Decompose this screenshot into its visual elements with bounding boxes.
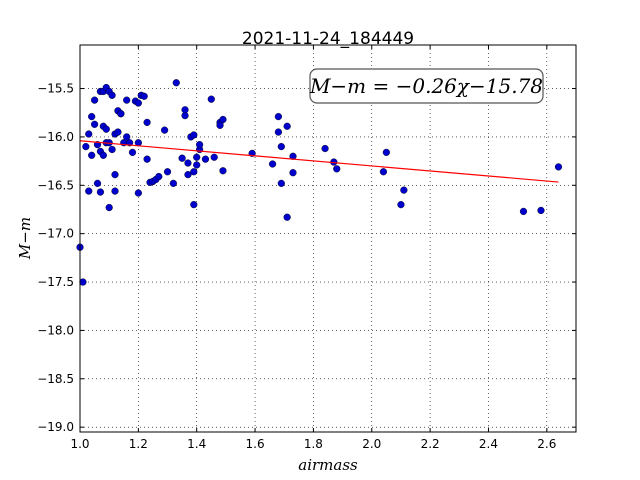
data-point bbox=[128, 148, 137, 156]
data-point bbox=[172, 79, 180, 87]
y-tick-label: −18.0 bbox=[37, 323, 74, 337]
data-point bbox=[161, 126, 169, 134]
data-point bbox=[123, 133, 131, 141]
data-point bbox=[210, 153, 218, 161]
data-point bbox=[193, 161, 201, 169]
x-tick-label: 2.0 bbox=[362, 437, 381, 451]
data-point bbox=[201, 155, 210, 163]
y-tick-label: −16.0 bbox=[37, 130, 74, 144]
data-point bbox=[289, 169, 297, 177]
x-tick-label: 1.6 bbox=[246, 437, 265, 451]
data-point bbox=[102, 125, 110, 133]
data-point bbox=[88, 112, 96, 121]
fit-equation: M−m = −0.26χ−15.78 bbox=[309, 74, 543, 98]
data-point bbox=[93, 179, 102, 187]
y-tick-label: −18.5 bbox=[37, 372, 74, 386]
data-point bbox=[79, 278, 87, 286]
x-tick-label: 1.0 bbox=[70, 437, 89, 451]
data-point bbox=[143, 118, 151, 127]
data-point bbox=[321, 144, 329, 153]
data-point bbox=[85, 130, 93, 138]
annotation-frame bbox=[309, 68, 544, 104]
y-tick-label: −17.5 bbox=[37, 275, 74, 289]
y-tick-label: −15.5 bbox=[37, 82, 74, 96]
fit-line bbox=[79, 140, 559, 183]
x-tick-label: 1.8 bbox=[304, 437, 323, 451]
data-point bbox=[219, 167, 227, 175]
data-point bbox=[85, 187, 93, 195]
data-point bbox=[114, 128, 122, 136]
annotation-box: M−m = −0.26χ−15.78 bbox=[309, 68, 544, 104]
data-point bbox=[519, 207, 528, 216]
data-point bbox=[219, 115, 227, 124]
y-axis-label: M−m bbox=[16, 217, 34, 260]
data-point bbox=[181, 112, 189, 120]
data-point bbox=[108, 91, 116, 99]
data-point bbox=[105, 203, 113, 212]
x-tick-label: 1.4 bbox=[187, 437, 206, 451]
data-point bbox=[82, 142, 90, 151]
data-point bbox=[155, 172, 163, 181]
x-axis-label: airmass bbox=[298, 456, 358, 474]
data-point bbox=[400, 186, 408, 194]
data-point bbox=[140, 92, 148, 100]
data-point bbox=[99, 151, 107, 159]
data-point bbox=[190, 168, 198, 176]
data-point bbox=[184, 171, 192, 179]
data-point bbox=[274, 112, 283, 121]
data-point bbox=[382, 148, 390, 156]
data-point bbox=[379, 168, 388, 176]
data-point bbox=[193, 153, 201, 161]
data-point bbox=[283, 122, 291, 130]
data-point bbox=[134, 189, 142, 197]
data-point bbox=[216, 121, 224, 129]
data-point bbox=[111, 171, 119, 179]
data-point bbox=[190, 131, 198, 139]
data-point bbox=[277, 179, 285, 187]
data-point bbox=[111, 187, 119, 195]
data-point bbox=[537, 206, 545, 215]
data-point bbox=[90, 96, 99, 104]
data-point bbox=[88, 151, 96, 159]
axis-ticks: 1.0 1.2 1.4 1.6 1.8 2.0 2.2 2.4 2.6 −15.5 −16.0 −16… bbox=[37, 45, 576, 451]
y-tick-label: −19.0 bbox=[37, 420, 74, 434]
data-point bbox=[184, 159, 192, 167]
plot-frame bbox=[79, 44, 577, 433]
x-tick-label: 2.4 bbox=[479, 437, 498, 451]
data-point bbox=[90, 120, 99, 128]
data-point bbox=[554, 163, 563, 171]
data-point bbox=[143, 155, 151, 163]
data-point bbox=[274, 128, 283, 136]
data-point bbox=[190, 201, 198, 209]
y-tick-label: −17.0 bbox=[37, 227, 74, 241]
x-tick-label: 2.2 bbox=[421, 437, 440, 451]
data-point bbox=[207, 95, 215, 103]
data-point bbox=[96, 188, 105, 196]
data-point bbox=[333, 165, 341, 173]
data-point bbox=[283, 213, 291, 221]
data-point bbox=[196, 141, 204, 149]
x-tick-label: 1.2 bbox=[129, 437, 148, 451]
data-point bbox=[178, 154, 186, 162]
data-point bbox=[277, 142, 285, 151]
data-point bbox=[163, 168, 172, 176]
y-tick-label: −16.5 bbox=[37, 178, 74, 192]
data-point bbox=[123, 96, 131, 104]
data-point bbox=[117, 110, 125, 118]
x-tick-label: 2.6 bbox=[537, 437, 556, 451]
chart-title: 2021-11-24_184449 bbox=[242, 29, 414, 49]
data-points bbox=[76, 79, 563, 286]
data-point bbox=[108, 145, 116, 154]
data-point bbox=[397, 201, 405, 209]
data-point bbox=[268, 160, 277, 168]
data-point bbox=[169, 179, 177, 187]
data-point bbox=[134, 99, 142, 107]
